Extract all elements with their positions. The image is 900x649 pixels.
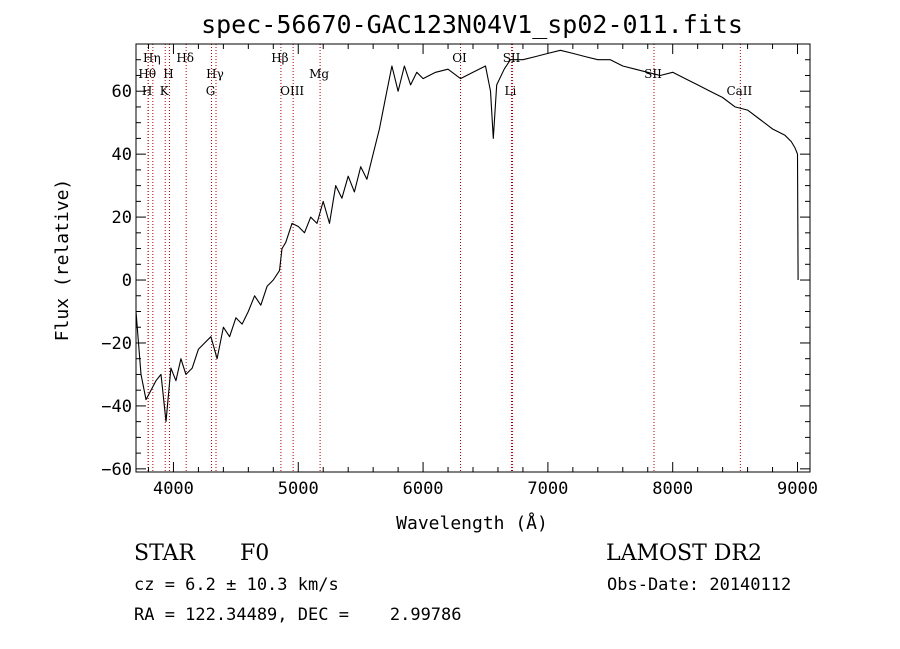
- line-marker-label: OIII: [280, 84, 304, 98]
- spectrum-line: [135, 49, 799, 423]
- y-axis-label: Flux (relative): [52, 179, 73, 342]
- x-axis: 4000 5000 6000 7000 8000 9000: [147, 44, 818, 499]
- x-tick-label: 9000: [777, 479, 818, 499]
- x-tick-label: 4000: [153, 479, 194, 499]
- x-tick-label: 5000: [278, 479, 319, 499]
- y-tick-label: 60: [112, 82, 132, 102]
- plot-frame: [135, 43, 811, 473]
- line-marker-label: Hθ: [138, 67, 156, 81]
- line-marker-label: H: [163, 67, 173, 81]
- x-axis-label: Wavelength (Å): [396, 512, 548, 534]
- y-tick-label: 20: [112, 208, 132, 228]
- line-marker-label: Mg: [309, 67, 329, 81]
- line-marker-label: CaII: [726, 84, 752, 98]
- spectral-subclass: F0: [240, 541, 269, 566]
- object-type: STAR: [134, 541, 196, 566]
- y-tick-label: −20: [101, 334, 132, 354]
- sky-coordinates: RA = 122.34489, DEC = 2.99786: [134, 605, 462, 625]
- line-marker-label: SII: [503, 51, 521, 65]
- survey-name: LAMOST DR2: [606, 541, 762, 566]
- redshift-velocity: cz = 6.2 ± 10.3 km/s: [134, 575, 339, 595]
- line-marker-label: Hγ: [206, 67, 224, 81]
- line-marker-label: Li: [505, 84, 517, 98]
- line-marker-label: H: [142, 84, 152, 98]
- line-marker-label: Hη: [143, 51, 161, 65]
- chart-title: spec-56670-GAC123N04V1_sp02-011.fits: [201, 10, 743, 39]
- x-tick-label: 6000: [403, 479, 444, 499]
- line-marker-label: Hβ: [271, 51, 288, 65]
- observation-date: Obs-Date: 20140112: [607, 575, 791, 595]
- y-axis: −60 −40 −20 0 20 40 60: [101, 59, 810, 480]
- y-tick-label: 40: [112, 145, 132, 165]
- x-tick-label: 7000: [527, 479, 568, 499]
- line-marker-label: OI: [452, 51, 467, 65]
- y-tick-label: −60: [101, 460, 132, 480]
- line-marker-label: K: [160, 84, 170, 98]
- line-marker-label: Hδ: [176, 51, 194, 65]
- y-tick-label: 0: [122, 271, 132, 291]
- line-marker-label: G: [206, 84, 216, 98]
- x-tick-label: 8000: [652, 479, 693, 499]
- spectrum-series: [135, 49, 799, 423]
- y-tick-label: −40: [101, 397, 132, 417]
